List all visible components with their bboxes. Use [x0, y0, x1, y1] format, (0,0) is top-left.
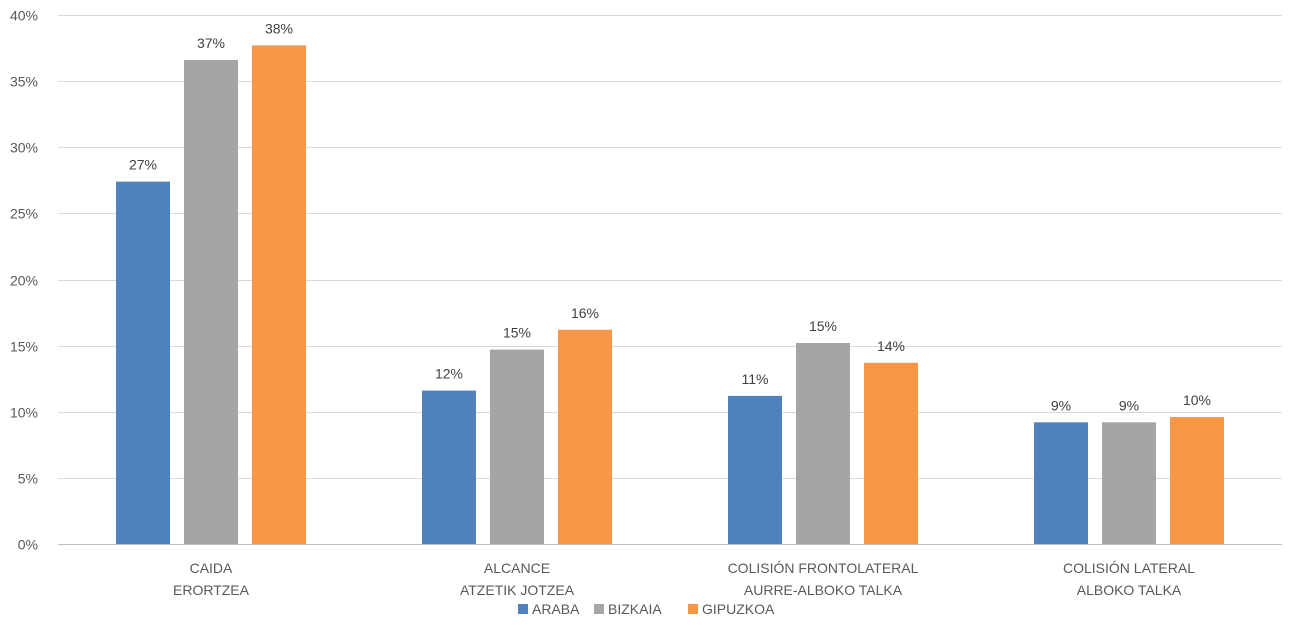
- legend-label: BIZKAIA: [608, 601, 662, 617]
- bar-gipuzkoa: [558, 329, 612, 544]
- bar-bizkaia: [184, 59, 238, 545]
- bar-araba: [116, 181, 170, 544]
- category-label: COLISIÓN FRONTOLATERAL: [728, 560, 919, 576]
- bar-araba: [422, 390, 476, 544]
- legend: ARABA BIZKAIA GIPUZKOA: [518, 601, 775, 617]
- legend-swatch-bizkaia: [594, 604, 604, 614]
- bars: [116, 45, 1224, 545]
- data-label: 15%: [503, 325, 531, 341]
- x-axis: CAIDA ERORTZEA ALCANCE ATZETIK JOTZEA COLISI…: [173, 560, 1195, 598]
- y-tick-label: 10%: [10, 405, 38, 421]
- y-tick-label: 30%: [10, 140, 38, 156]
- data-label: 11%: [742, 371, 769, 387]
- y-tick-label: 25%: [10, 206, 38, 222]
- y-tick-label: 35%: [10, 74, 38, 90]
- category-label: COLISIÓN LATERAL: [1063, 560, 1195, 576]
- y-tick-label: 0%: [18, 537, 38, 553]
- data-label: 14%: [877, 338, 905, 354]
- legend-swatch-araba: [518, 604, 528, 614]
- y-tick-label: 40%: [10, 8, 38, 24]
- category-label: ALCANCE: [484, 560, 550, 576]
- bar-bizkaia: [1102, 422, 1156, 544]
- data-label: 38%: [265, 20, 293, 36]
- bar-gipuzkoa: [252, 45, 306, 544]
- category-label: CAIDA: [190, 560, 233, 576]
- bar-gipuzkoa: [1170, 417, 1224, 544]
- category-label: ATZETIK JOTZEA: [460, 582, 575, 598]
- bar-araba: [728, 395, 782, 544]
- y-axis: 0% 5% 10% 15% 20% 25% 30% 35% 40%: [10, 8, 38, 553]
- data-label: 27%: [129, 157, 157, 173]
- legend-label: GIPUZKOA: [702, 601, 775, 617]
- category-label: ALBOKO TALKA: [1077, 582, 1182, 598]
- y-tick-label: 20%: [10, 273, 38, 289]
- y-tick-label: 5%: [18, 471, 38, 487]
- legend-label: ARABA: [532, 601, 580, 617]
- data-label: 12%: [435, 366, 463, 382]
- legend-swatch-gipuzkoa: [688, 604, 698, 614]
- bar-bizkaia: [796, 342, 850, 544]
- data-label: 37%: [197, 35, 225, 51]
- data-label: 9%: [1051, 397, 1071, 413]
- bar-gipuzkoa: [864, 362, 918, 544]
- y-tick-label: 15%: [10, 339, 38, 355]
- data-label: 15%: [809, 318, 837, 334]
- category-label: ERORTZEA: [173, 582, 250, 598]
- bar-araba: [1034, 422, 1088, 544]
- bar-bizkaia: [490, 349, 544, 544]
- data-label: 16%: [571, 305, 599, 321]
- data-labels: 27% 37% 38% 12% 15% 16% 11% 15% 14% 9% 9% 10%: [129, 20, 1211, 413]
- data-label: 10%: [1183, 392, 1211, 408]
- category-label: AURRE-ALBOKO TALKA: [744, 582, 903, 598]
- data-label: 9%: [1119, 397, 1139, 413]
- gridlines: [58, 15, 1282, 545]
